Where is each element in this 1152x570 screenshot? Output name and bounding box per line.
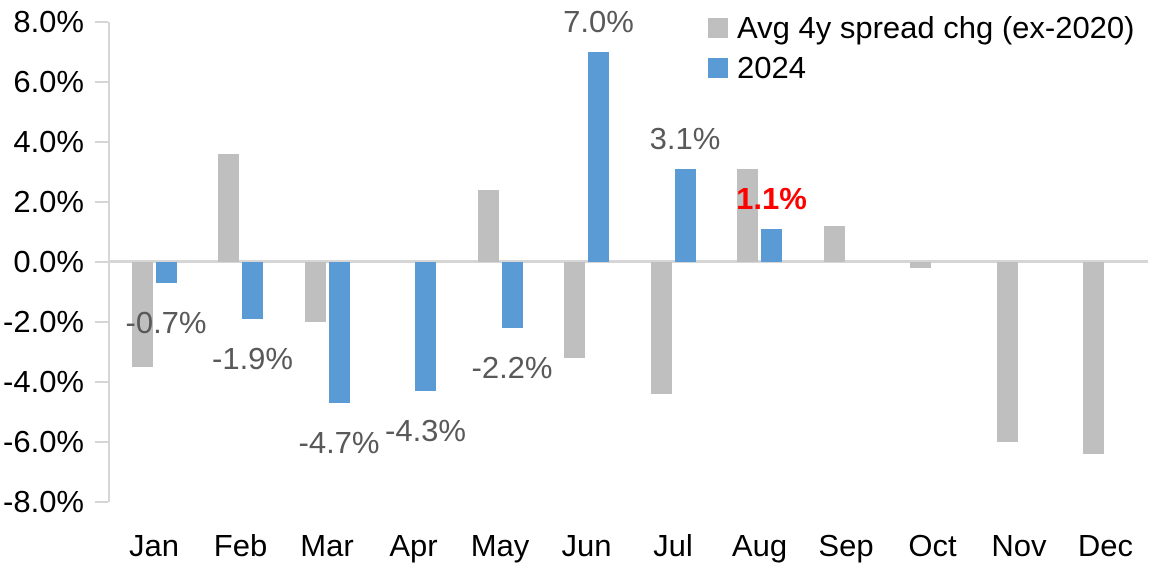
x-axis-label-may: May: [470, 528, 530, 563]
x-axis-label-dec: Dec: [1077, 528, 1134, 563]
y-axis-tick-label: 0.0%: [13, 243, 84, 279]
data-label-jul: 3.1%: [649, 120, 721, 156]
x-axis-label-mar: Mar: [300, 528, 354, 563]
data-label-aug: 1.1%: [736, 180, 807, 216]
y-axis-tick-label: -2.0%: [3, 303, 84, 339]
y-axis-tick-mark: [95, 140, 108, 143]
bar-2024-feb: [242, 261, 263, 319]
data-label-feb: -1.9%: [212, 340, 293, 376]
bar-avg-jun: [564, 261, 585, 358]
y-axis-tick-mark: [95, 440, 108, 443]
y-axis-tick-label: 8.0%: [13, 3, 84, 39]
bar-avg-mar: [304, 261, 326, 322]
bar-2024-jan: [155, 261, 177, 283]
zero-gridline: [108, 260, 1148, 263]
y-axis-tick-label: -4.0%: [3, 363, 84, 399]
data-label-may: -2.2%: [471, 349, 553, 385]
x-axis-label-apr: Apr: [389, 528, 438, 563]
y-axis-tick-label: 4.0%: [13, 123, 84, 159]
bar-avg-sep: [823, 225, 845, 262]
bar-avg-oct: [910, 261, 931, 268]
bar-2024-jul: [674, 168, 696, 262]
bar-2024-aug: [761, 228, 782, 262]
bar-avg-may: [477, 189, 499, 262]
bar-avg-jul: [650, 261, 672, 394]
bar-2024-may: [501, 261, 523, 328]
y-axis-tick-mark: [95, 380, 108, 383]
bar-2024-jun: [588, 51, 609, 262]
x-axis-label-jun: Jun: [561, 528, 612, 563]
x-axis-label-jul: Jul: [653, 528, 693, 563]
bar-2024-apr: [415, 261, 436, 391]
bar-avg-aug: [737, 168, 758, 262]
legend-swatch-2024: [708, 58, 728, 78]
y-axis-tick-mark: [95, 500, 108, 503]
x-axis-label-nov: Nov: [991, 528, 1047, 563]
y-axis-tick-label: 2.0%: [13, 183, 84, 219]
bar-2024-mar: [328, 261, 350, 403]
data-label-mar: -4.7%: [298, 424, 380, 460]
data-label-jan: -0.7%: [125, 304, 207, 340]
bar-avg-dec: [1083, 261, 1104, 454]
legend-label-avg-4y-spread: Avg 4y spread chg (ex-2020): [737, 10, 1135, 45]
y-axis-tick-mark: [95, 20, 108, 23]
y-axis-tick-mark: [95, 260, 108, 263]
x-axis-label-feb: Feb: [213, 528, 268, 563]
bar-avg-nov: [996, 261, 1018, 442]
legend-item-2024: 2024: [708, 48, 1135, 88]
x-axis-label-oct: Oct: [908, 528, 957, 563]
x-axis-label-aug: Aug: [731, 528, 788, 563]
legend: Avg 4y spread chg (ex-2020) 2024: [708, 8, 1135, 88]
y-axis-tick-label: -8.0%: [3, 483, 84, 519]
data-label-apr: -4.3%: [385, 412, 466, 448]
x-axis-label-jan: Jan: [129, 528, 179, 563]
y-axis-tick-mark: [95, 80, 108, 83]
y-axis-tick-mark: [95, 200, 108, 203]
bar-avg-feb: [218, 153, 239, 262]
legend-label-2024: 2024: [737, 50, 806, 85]
y-axis-tick-label: 6.0%: [13, 63, 84, 99]
data-label-jun: 7.0%: [563, 3, 634, 39]
y-axis-tick-label: -6.0%: [3, 423, 84, 459]
y-axis-tick-mark: [95, 320, 108, 323]
x-axis-label-sep: Sep: [818, 528, 874, 563]
legend-swatch-avg-4y-spread: [708, 18, 728, 38]
bar-avg-jan: [131, 261, 153, 367]
legend-item-avg-4y-spread: Avg 4y spread chg (ex-2020): [708, 8, 1135, 48]
